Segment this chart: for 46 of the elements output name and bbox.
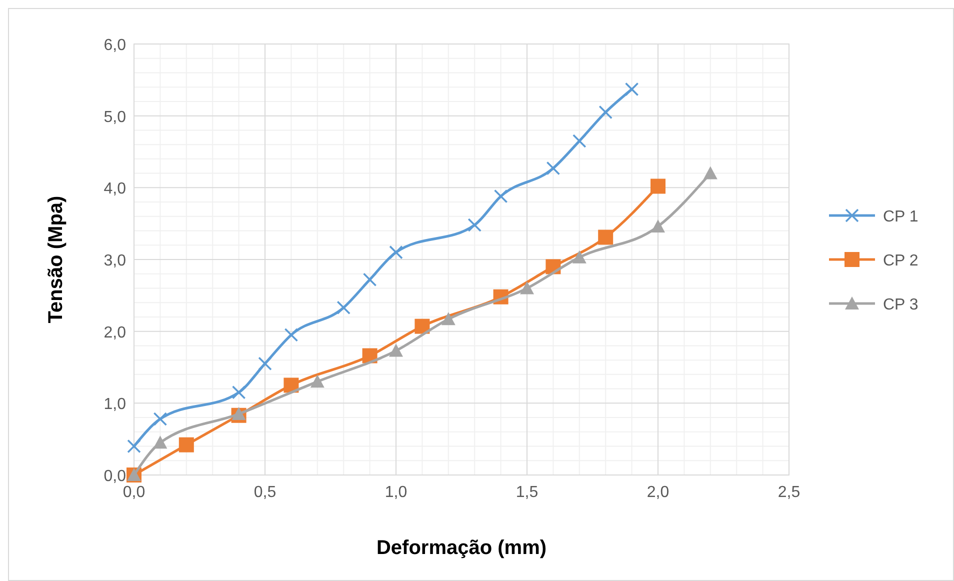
x-tick-label: 1,5 xyxy=(516,484,538,501)
point xyxy=(520,281,534,294)
y-tick-label: 3,0 xyxy=(104,252,126,270)
point xyxy=(127,439,141,454)
y-tick-label: 2,0 xyxy=(104,324,126,342)
point xyxy=(650,178,666,194)
point xyxy=(153,436,168,449)
point xyxy=(178,437,194,452)
point xyxy=(572,134,586,148)
point xyxy=(598,105,612,120)
x-tick-label: 0,5 xyxy=(254,484,276,501)
y-tick-label: 4,0 xyxy=(104,180,126,198)
point xyxy=(310,374,324,388)
point xyxy=(546,161,560,176)
x-axis-title: Deformação (mm) xyxy=(376,537,547,559)
point xyxy=(336,300,350,315)
point xyxy=(494,189,508,204)
x-tick-label: 0,0 xyxy=(122,484,146,501)
y-axis-title: Tensão (Mpa) xyxy=(45,196,67,324)
point xyxy=(703,166,718,180)
point xyxy=(232,385,246,400)
x-tick-label: 2,0 xyxy=(646,484,670,501)
point xyxy=(414,318,430,334)
point xyxy=(284,328,298,342)
point xyxy=(362,272,377,287)
point xyxy=(232,406,246,420)
point xyxy=(468,218,482,232)
y-tick-label: 6,0 xyxy=(104,37,126,54)
point xyxy=(441,312,456,326)
point xyxy=(389,245,403,260)
point xyxy=(153,412,168,426)
legend-label: CP 1 xyxy=(883,208,918,226)
point xyxy=(572,250,586,264)
legend-label: CP 3 xyxy=(883,296,918,314)
point xyxy=(624,82,639,96)
x-tick-label: 1,0 xyxy=(384,484,408,501)
point xyxy=(258,356,272,371)
y-tick-label: 0,0 xyxy=(104,468,126,485)
y-tick-label: 5,0 xyxy=(104,108,126,126)
point xyxy=(389,344,403,357)
point xyxy=(284,378,299,393)
point xyxy=(598,230,614,245)
point xyxy=(651,219,665,232)
legend-label: CP 2 xyxy=(883,252,918,270)
y-tick-label: 1,0 xyxy=(104,396,126,414)
x-tick-label: 2,5 xyxy=(778,484,800,501)
